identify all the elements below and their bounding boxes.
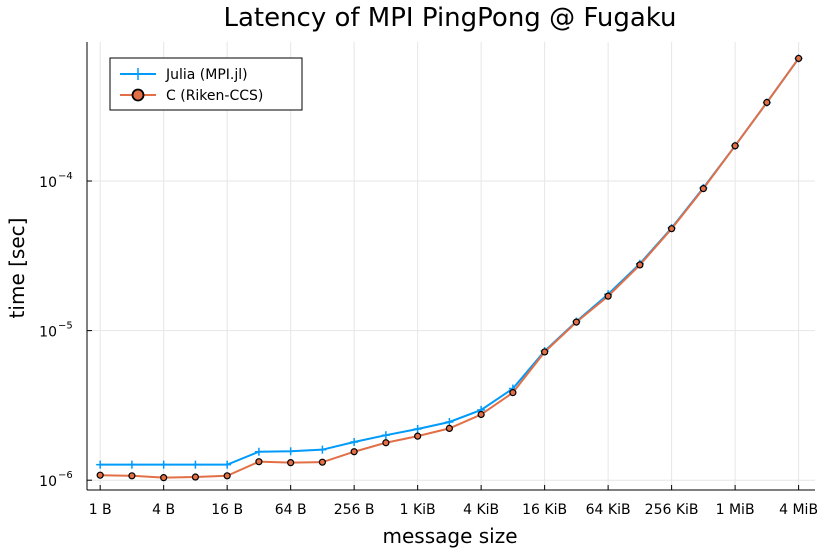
chart-title: Latency of MPI PingPong @ Fugaku bbox=[223, 3, 676, 33]
data-point bbox=[541, 348, 549, 356]
x-tick-label: 64 KiB bbox=[586, 502, 631, 518]
data-point bbox=[381, 431, 390, 440]
x-tick-labels: 1 B 4 B 16 B 64 B 256 B 1 KiB 4 KiB 16 KiB 64 Ki… bbox=[89, 502, 818, 518]
y-tick-label: 10 bbox=[39, 325, 57, 341]
legend-box bbox=[109, 57, 303, 111]
data-point bbox=[445, 417, 454, 426]
axes bbox=[86, 42, 815, 491]
data-point bbox=[413, 424, 422, 433]
legend-marker bbox=[131, 88, 145, 102]
data-point bbox=[223, 460, 232, 469]
x-tick-label: 64 B bbox=[275, 502, 307, 518]
x-tick-label: 16 B bbox=[211, 502, 243, 518]
x-tick-label: 256 B bbox=[334, 502, 375, 518]
grid bbox=[87, 42, 815, 490]
data-point bbox=[699, 184, 707, 193]
x-tick-label: 4 KiB bbox=[463, 502, 499, 518]
legend: Julia (MPI.jl) C (Riken-CCS) bbox=[109, 57, 303, 111]
data-point bbox=[382, 439, 390, 447]
data-point bbox=[604, 292, 612, 300]
data-point bbox=[286, 447, 295, 456]
data-point bbox=[191, 460, 200, 469]
legend-label: C (Riken-CCS) bbox=[166, 88, 263, 104]
data-point bbox=[160, 474, 168, 482]
legend-label: Julia (MPI.jl) bbox=[165, 67, 248, 83]
data-point bbox=[795, 54, 803, 63]
x-tick-label: 1 MiB bbox=[716, 502, 755, 518]
y-tick-exponent: −4 bbox=[58, 171, 73, 182]
series-line-2 bbox=[100, 57, 800, 479]
data-point bbox=[636, 261, 644, 269]
data-point bbox=[668, 225, 676, 233]
x-tick-label: 256 KiB bbox=[645, 502, 699, 518]
data-point bbox=[477, 410, 485, 419]
x-tick-label: 1 KiB bbox=[400, 502, 436, 518]
series-layer bbox=[96, 54, 803, 482]
y-tick-exponent: −6 bbox=[58, 470, 73, 481]
data-point bbox=[191, 473, 200, 481]
data-point bbox=[318, 445, 327, 454]
data-point bbox=[255, 458, 263, 466]
x-tick-label: 16 KiB bbox=[522, 502, 567, 518]
y-tick-exponent: −5 bbox=[58, 321, 73, 332]
y-tick-labels: 10−610−510−4 bbox=[39, 171, 73, 490]
data-point bbox=[414, 432, 422, 440]
data-point bbox=[96, 460, 105, 469]
data-point bbox=[509, 389, 517, 397]
data-point bbox=[128, 472, 136, 480]
data-point bbox=[318, 458, 327, 466]
data-point bbox=[731, 142, 739, 150]
x-axis-label: message size bbox=[382, 524, 517, 548]
data-point bbox=[254, 447, 263, 456]
x-tick-label: 4 B bbox=[152, 502, 175, 518]
series-line-1 bbox=[100, 57, 800, 466]
data-point bbox=[572, 318, 580, 326]
data-point bbox=[159, 460, 168, 469]
y-tick-label: 10 bbox=[39, 474, 57, 490]
x-tick-label: 1 B bbox=[89, 502, 112, 518]
data-point bbox=[763, 98, 771, 107]
y-axis-label: time [sec] bbox=[5, 218, 29, 319]
data-point bbox=[350, 438, 359, 447]
x-tick-label: 4 MiB bbox=[779, 502, 818, 518]
data-point bbox=[287, 459, 295, 467]
data-point bbox=[350, 448, 358, 456]
data-point bbox=[96, 471, 104, 479]
data-point bbox=[223, 472, 231, 480]
data-point bbox=[445, 424, 453, 432]
data-point bbox=[127, 460, 136, 469]
y-tick-label: 10 bbox=[39, 175, 57, 191]
